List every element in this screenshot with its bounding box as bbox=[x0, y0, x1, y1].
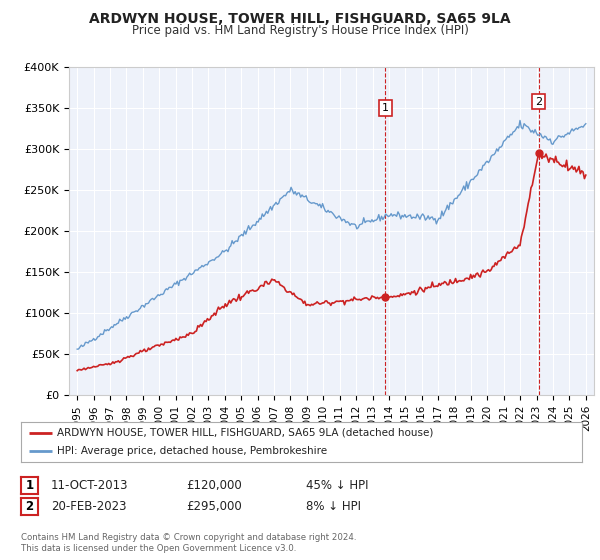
Text: Price paid vs. HM Land Registry's House Price Index (HPI): Price paid vs. HM Land Registry's House … bbox=[131, 24, 469, 36]
Text: 2: 2 bbox=[25, 500, 34, 514]
Text: 45% ↓ HPI: 45% ↓ HPI bbox=[306, 479, 368, 492]
Text: ARDWYN HOUSE, TOWER HILL, FISHGUARD, SA65 9LA (detached house): ARDWYN HOUSE, TOWER HILL, FISHGUARD, SA6… bbox=[58, 428, 434, 437]
Text: HPI: Average price, detached house, Pembrokeshire: HPI: Average price, detached house, Pemb… bbox=[58, 446, 328, 456]
Text: 1: 1 bbox=[382, 103, 389, 113]
Text: 11-OCT-2013: 11-OCT-2013 bbox=[51, 479, 128, 492]
Text: 1: 1 bbox=[25, 479, 34, 492]
Text: ARDWYN HOUSE, TOWER HILL, FISHGUARD, SA65 9LA: ARDWYN HOUSE, TOWER HILL, FISHGUARD, SA6… bbox=[89, 12, 511, 26]
Text: 2: 2 bbox=[535, 96, 542, 106]
Text: £295,000: £295,000 bbox=[186, 500, 242, 514]
Text: Contains HM Land Registry data © Crown copyright and database right 2024.
This d: Contains HM Land Registry data © Crown c… bbox=[21, 533, 356, 553]
Text: 8% ↓ HPI: 8% ↓ HPI bbox=[306, 500, 361, 514]
Text: 20-FEB-2023: 20-FEB-2023 bbox=[51, 500, 127, 514]
Text: £120,000: £120,000 bbox=[186, 479, 242, 492]
